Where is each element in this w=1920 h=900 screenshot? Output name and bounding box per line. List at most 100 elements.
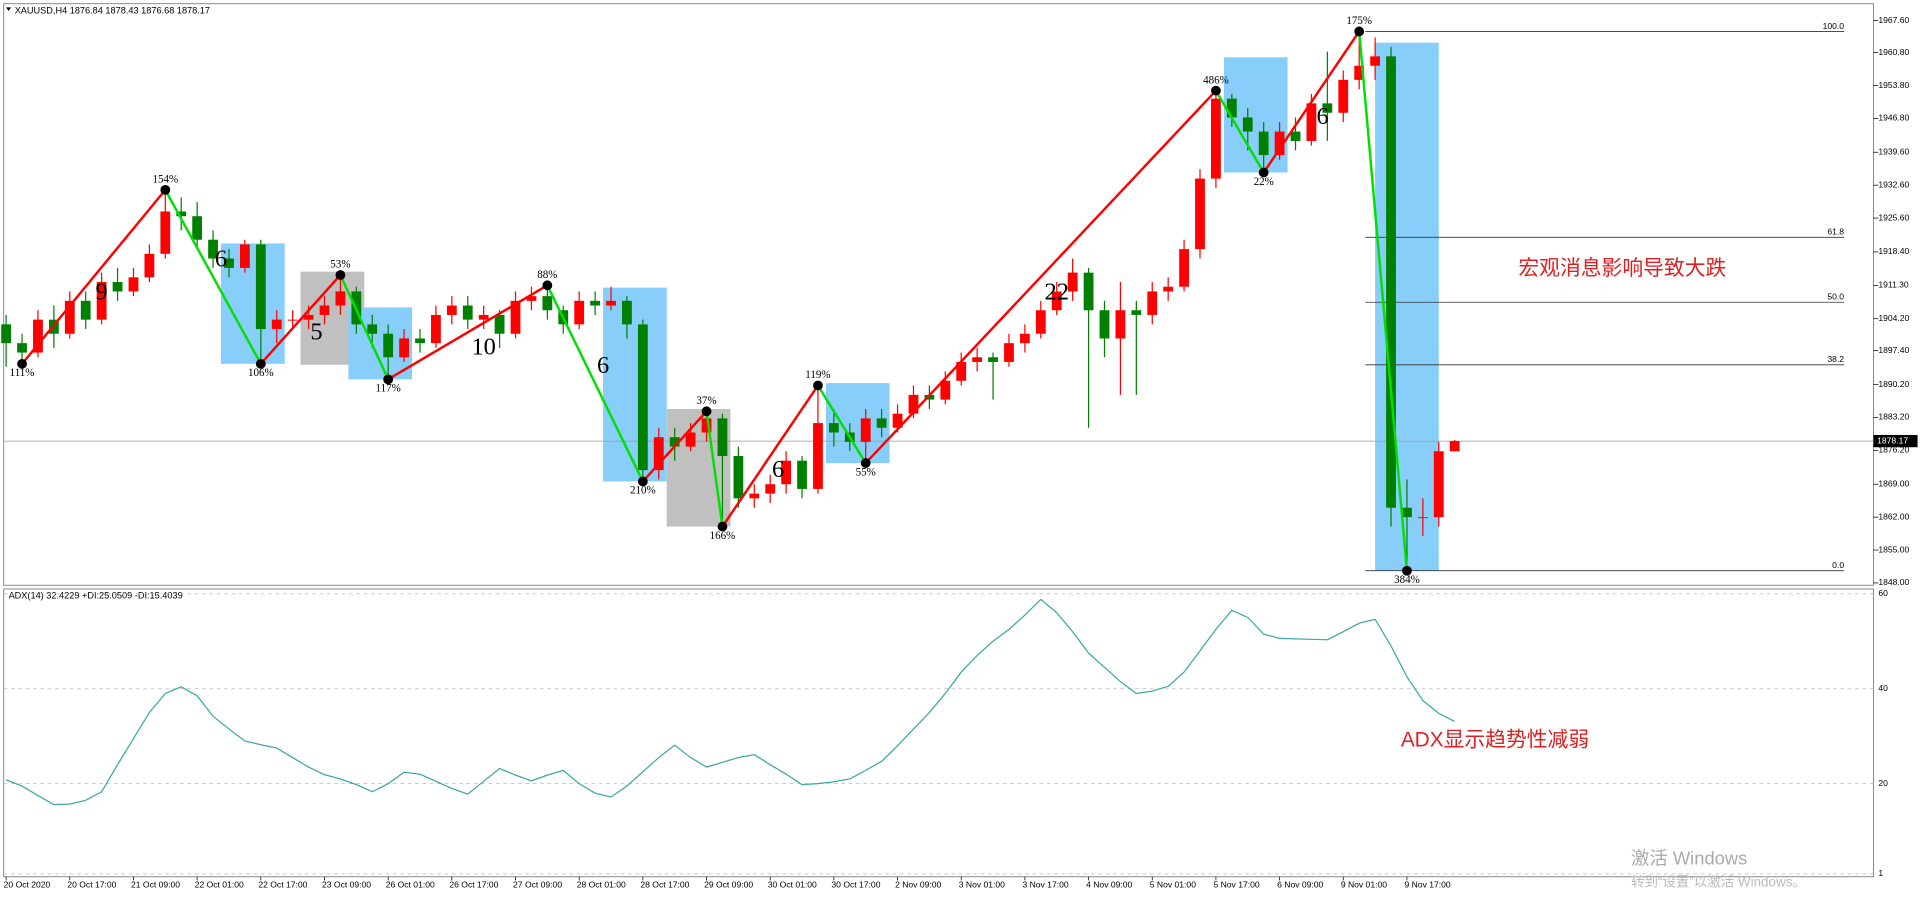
candle-body <box>224 258 234 268</box>
candle-body <box>1306 103 1317 141</box>
zigzag-segment <box>387 284 548 381</box>
candle-body <box>64 300 75 334</box>
candle-body <box>876 418 887 428</box>
wave-count: 6 <box>597 352 609 379</box>
candle-body <box>653 437 664 471</box>
pivot-label: 53% <box>330 259 350 271</box>
candle-body <box>1322 103 1333 113</box>
y-tick-label: 20 <box>1878 778 1888 788</box>
y-tick-label: 1883.20 <box>1878 412 1909 422</box>
pivot-label: 175% <box>1346 15 1372 27</box>
x-tick-label: 9 Nov 17:00 <box>1404 880 1450 890</box>
x-tick-label: 6 Nov 09:00 <box>1277 880 1323 890</box>
wave-count: 22 <box>1045 278 1069 305</box>
candle-body <box>33 319 43 353</box>
pivot-label: 106% <box>248 367 274 379</box>
candle-body <box>781 460 792 485</box>
candle-body <box>940 380 951 400</box>
candle-body <box>1147 291 1158 315</box>
candle-body <box>685 432 696 447</box>
fib-label: 50.0 <box>1827 292 1844 302</box>
zigzag-segment <box>21 189 167 365</box>
candle-body <box>924 394 935 400</box>
candle-body <box>669 437 680 447</box>
candle-body <box>1242 117 1253 132</box>
candle-body <box>1258 131 1269 156</box>
candle-body <box>701 418 712 433</box>
pivot <box>701 406 712 417</box>
pivot <box>542 280 553 291</box>
candle-body <box>1417 517 1428 519</box>
x-tick-label: 20 Oct 2020 <box>4 880 51 890</box>
pivot-label: 486% <box>1203 74 1229 86</box>
candle-body <box>1449 441 1460 452</box>
candle-body <box>828 423 839 433</box>
candle-body <box>208 239 218 259</box>
candle-body <box>112 282 123 292</box>
x-tick-label: 22 Oct 01:00 <box>195 880 244 890</box>
candle-body <box>542 296 553 311</box>
pivot-label: 55% <box>856 466 876 478</box>
candle-body <box>813 423 823 489</box>
fib-label: 61.8 <box>1827 227 1844 237</box>
candle-body <box>637 324 648 471</box>
x-tick-label: 30 Oct 01:00 <box>768 880 817 890</box>
pivot <box>383 374 394 385</box>
x-tick-label: 20 Oct 17:00 <box>67 880 116 890</box>
pivot <box>255 358 266 369</box>
candle-body <box>860 418 871 442</box>
candle-body <box>1338 79 1349 113</box>
pivot-label: 22% <box>1254 176 1274 188</box>
pivot-label: 210% <box>630 485 656 497</box>
fib-label: 100.0 <box>1823 21 1845 31</box>
candle-body <box>972 357 983 362</box>
y-tick-label: 1855.00 <box>1878 544 1909 554</box>
candle-body <box>494 314 505 334</box>
y-tick-label: 1904.20 <box>1878 313 1909 323</box>
candle-body <box>1433 451 1444 518</box>
candle-body <box>622 300 632 325</box>
candle-body <box>1004 343 1014 362</box>
adx-title: ADX(14) 32.4229 +DI:25.0509 -DI:15.4039 <box>9 591 183 601</box>
candle-body <box>606 300 616 306</box>
pivot <box>160 184 171 195</box>
y-tick-label: 40 <box>1878 683 1888 693</box>
x-tick-label: 22 Oct 17:00 <box>258 880 307 890</box>
pivot-label: 119% <box>805 369 830 381</box>
x-tick-label: 9 Nov 01:00 <box>1341 880 1387 890</box>
pivot-label: 88% <box>537 269 557 281</box>
x-tick-label: 28 Oct 17:00 <box>640 880 689 890</box>
y-tick-label: 1946.80 <box>1878 113 1909 123</box>
candle-body <box>1370 56 1380 66</box>
candle-body <box>892 413 903 428</box>
candle-body <box>908 394 919 414</box>
pivot <box>1402 565 1412 576</box>
watermark: 激活 Windows <box>1631 847 1747 868</box>
fib-label: 38.2 <box>1827 354 1844 364</box>
candle-body <box>1099 310 1110 339</box>
x-tick-label: 29 Oct 09:00 <box>704 880 753 890</box>
pivot <box>1354 26 1365 37</box>
zigzag-segment <box>339 274 390 380</box>
wave-count: 10 <box>471 333 495 360</box>
candle-body <box>367 324 378 334</box>
zigzag-segment <box>1262 30 1361 174</box>
x-tick-label: 4 Nov 09:00 <box>1086 880 1132 890</box>
wave-count: 6 <box>1316 103 1328 130</box>
y-tick-label: 1918.40 <box>1878 246 1909 256</box>
x-tick-label: 26 Oct 17:00 <box>449 880 498 890</box>
pivot <box>860 458 871 468</box>
pivot <box>1258 167 1269 178</box>
x-tick-label: 5 Nov 17:00 <box>1213 880 1259 890</box>
candle-body <box>1051 291 1062 311</box>
candle-body <box>1211 98 1221 179</box>
candle-body <box>478 314 489 320</box>
header-icon <box>6 7 12 12</box>
candle-body <box>956 361 967 381</box>
candle-body <box>797 460 807 489</box>
annotation: 宏观消息影响导致大跌 <box>1518 257 1726 280</box>
candle-body <box>1274 131 1285 156</box>
candle-body <box>431 314 441 344</box>
